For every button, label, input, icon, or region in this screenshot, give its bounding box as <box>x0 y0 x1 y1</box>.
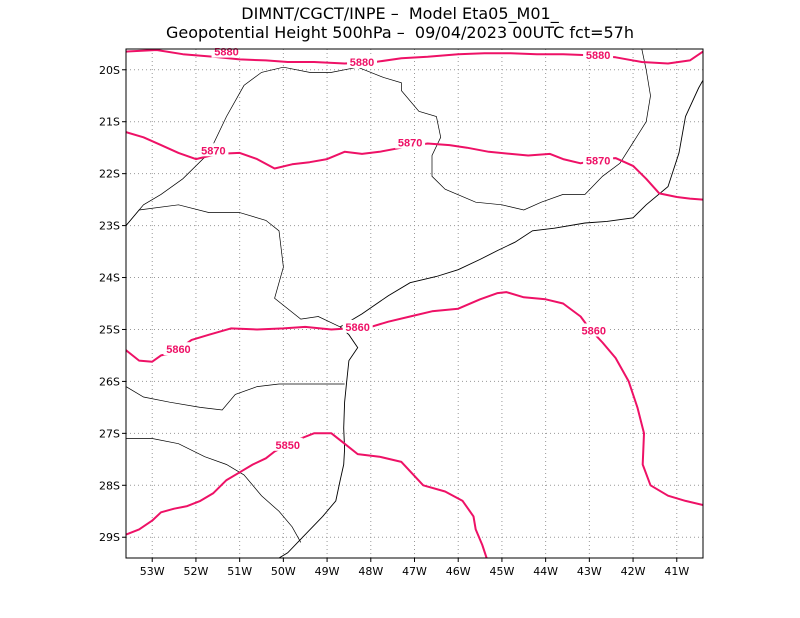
state-border-line <box>126 383 345 411</box>
contour-label-background <box>347 54 378 68</box>
y-tick-label: 26S <box>99 375 120 388</box>
state-border-line <box>126 204 341 328</box>
x-tick-label: 52W <box>184 565 209 578</box>
contour-label-background <box>198 143 229 157</box>
x-tick-label: 49W <box>315 565 340 578</box>
x-tick-label: 46W <box>446 565 471 578</box>
x-tick-label: 42W <box>621 565 646 578</box>
contour-label-background <box>395 135 426 149</box>
contour-label-5870: 5870 <box>398 137 422 149</box>
contour-label-background <box>342 319 373 333</box>
contour-label-5860: 5860 <box>345 322 369 334</box>
x-tick-label: 47W <box>402 565 427 578</box>
contour-line-5850 <box>126 432 488 558</box>
x-tick-label: 43W <box>577 565 602 578</box>
contour-label-background <box>211 44 242 58</box>
x-tick-label: 41W <box>664 565 689 578</box>
x-tick-label: 53W <box>140 565 165 578</box>
x-tick-label: 44W <box>533 565 558 578</box>
contour-label-5880: 5880 <box>214 47 238 59</box>
y-tick-label: 21S <box>99 116 120 129</box>
y-tick-label: 23S <box>99 220 120 233</box>
chart-title-line-1: DIMNT/CGCT/INPE – Model Eta05_M01_ <box>241 4 559 23</box>
y-tick-label: 20S <box>99 64 120 77</box>
coastline-line <box>278 326 359 558</box>
y-tick-label: 27S <box>99 427 120 440</box>
contour-line-5880 <box>126 49 703 65</box>
contour-label-background <box>583 153 614 167</box>
contour-label-background <box>583 48 614 62</box>
contour-labels: 5880 5880 5880 5870 5870 5870 5860 5860 5860 5850 <box>163 44 614 452</box>
contour-label-5850: 5850 <box>275 440 299 452</box>
state-border-line <box>126 438 302 543</box>
contour-label-5860: 5860 <box>581 326 605 338</box>
gridlines <box>126 49 703 558</box>
contour-label-5870: 5870 <box>586 156 610 168</box>
state-borders <box>126 49 651 543</box>
contour-label-5880: 5880 <box>586 50 610 62</box>
x-tick-label: 51W <box>227 565 252 578</box>
contour-line-5860 <box>126 291 703 506</box>
y-tick-label: 28S <box>99 479 120 492</box>
contour-label-background <box>163 342 194 356</box>
contour-label-5860: 5860 <box>166 344 190 356</box>
y-tick-label: 22S <box>99 168 120 181</box>
coastline <box>278 79 703 558</box>
x-tick-label: 50W <box>271 565 296 578</box>
contour-label-5870: 5870 <box>201 145 225 157</box>
contour-label-background <box>272 437 303 451</box>
chart-title: DIMNT/CGCT/INPE – Model Eta05_M01_ Geopo… <box>0 4 800 42</box>
axis-ticks: 53W 52W 51W 50W 49W 48W 47W 46W 45W 44W 43W 42W 41W 2… <box>99 64 689 578</box>
state-border-line <box>126 49 651 226</box>
chart-title-line-2: Geopotential Height 500hPa – 09/04/2023 … <box>165 23 634 42</box>
coastline-line <box>339 79 703 328</box>
x-tick-label: 45W <box>489 565 514 578</box>
contour-label-background <box>578 323 609 337</box>
y-tick-label: 25S <box>99 323 120 336</box>
y-tick-label: 24S <box>99 272 120 285</box>
contour-label-5880: 5880 <box>350 57 374 69</box>
x-tick-label: 48W <box>358 565 383 578</box>
y-tick-label: 29S <box>99 531 120 544</box>
